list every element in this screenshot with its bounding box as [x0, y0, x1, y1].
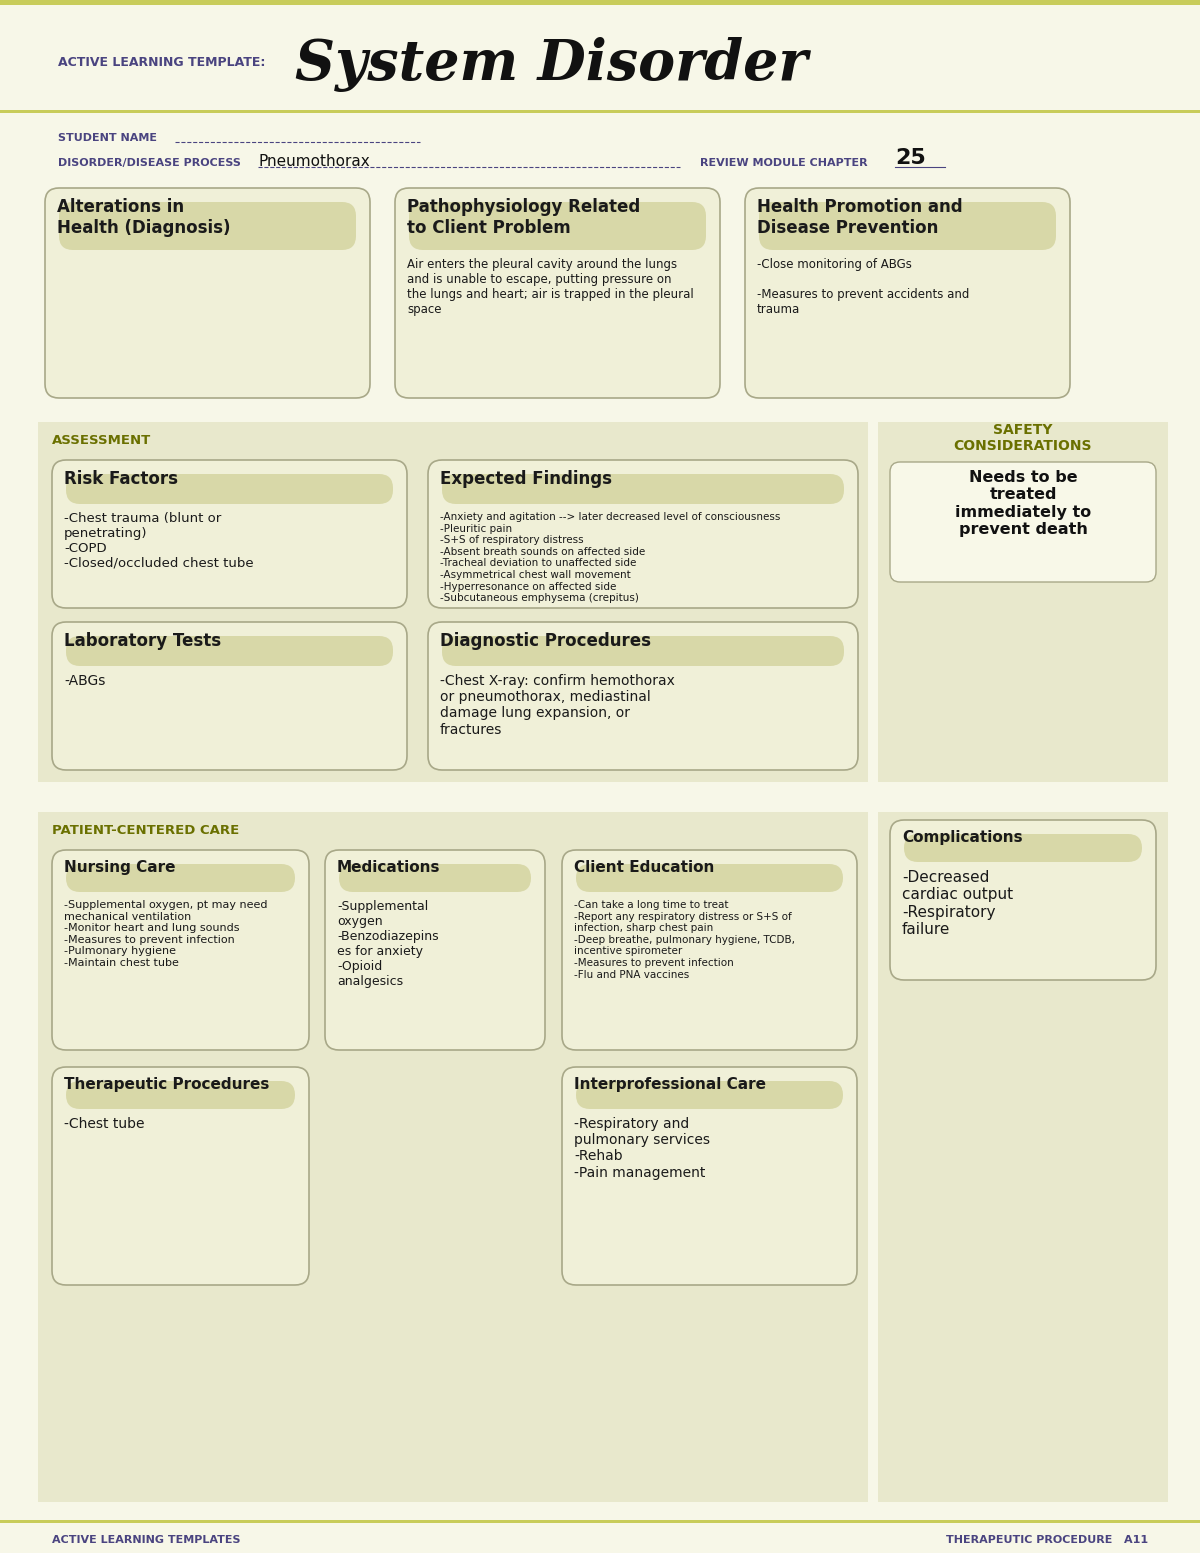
FancyBboxPatch shape — [576, 1081, 842, 1109]
FancyBboxPatch shape — [52, 849, 310, 1050]
FancyBboxPatch shape — [562, 1067, 857, 1284]
Text: Pneumothorax: Pneumothorax — [258, 154, 370, 168]
FancyBboxPatch shape — [395, 188, 720, 398]
Text: Nursing Care: Nursing Care — [64, 860, 175, 874]
Bar — [54, 637, 406, 666]
Text: System Disorder: System Disorder — [295, 37, 808, 93]
Bar — [0, 110, 1200, 113]
Text: -Close monitoring of ABGs

-Measures to prevent accidents and
trauma: -Close monitoring of ABGs -Measures to p… — [757, 258, 970, 315]
Text: Needs to be
treated
immediately to
prevent death: Needs to be treated immediately to preve… — [955, 471, 1091, 537]
Text: STUDENT NAME: STUDENT NAME — [58, 134, 157, 143]
Text: Health Promotion and
Disease Prevention: Health Promotion and Disease Prevention — [757, 197, 962, 236]
Bar — [892, 834, 1154, 862]
Bar — [878, 812, 1168, 1502]
FancyBboxPatch shape — [576, 863, 842, 891]
Bar — [54, 1081, 307, 1109]
Text: Alterations in
Health (Diagnosis): Alterations in Health (Diagnosis) — [58, 197, 230, 236]
Text: -Chest trauma (blunt or
penetrating)
-COPD
-Closed/occluded chest tube: -Chest trauma (blunt or penetrating) -CO… — [64, 512, 253, 570]
Bar — [0, 0, 1200, 5]
Bar — [326, 863, 542, 891]
Text: -Respiratory and
pulmonary services
-Rehab
-Pain management: -Respiratory and pulmonary services -Reh… — [574, 1117, 710, 1180]
Text: Air enters the pleural cavity around the lungs
and is unable to escape, putting : Air enters the pleural cavity around the… — [407, 258, 694, 315]
FancyBboxPatch shape — [409, 202, 706, 250]
Bar — [564, 863, 854, 891]
Text: -Decreased
cardiac output
-Respiratory
failure: -Decreased cardiac output -Respiratory f… — [902, 870, 1013, 936]
Text: DISORDER/DISEASE PROCESS: DISORDER/DISEASE PROCESS — [58, 158, 241, 168]
Bar — [878, 422, 1168, 783]
FancyBboxPatch shape — [340, 863, 530, 891]
FancyBboxPatch shape — [442, 637, 844, 666]
Bar — [430, 474, 856, 505]
FancyBboxPatch shape — [325, 849, 545, 1050]
FancyBboxPatch shape — [52, 623, 407, 770]
Text: -ABGs: -ABGs — [64, 674, 106, 688]
Text: Therapeutic Procedures: Therapeutic Procedures — [64, 1076, 269, 1092]
Bar — [430, 637, 856, 666]
Bar — [746, 202, 1068, 250]
FancyBboxPatch shape — [442, 474, 844, 505]
Bar — [54, 474, 406, 505]
Bar — [0, 1520, 1200, 1523]
Text: -Can take a long time to treat
-Report any respiratory distress or S+S of
infect: -Can take a long time to treat -Report a… — [574, 901, 796, 980]
FancyBboxPatch shape — [66, 863, 295, 891]
Text: REVIEW MODULE CHAPTER: REVIEW MODULE CHAPTER — [700, 158, 868, 168]
FancyBboxPatch shape — [760, 202, 1056, 250]
Text: -Anxiety and agitation --> later decreased level of consciousness
-Pleuritic pai: -Anxiety and agitation --> later decreas… — [440, 512, 780, 603]
Text: -Chest X-ray: confirm hemothorax
or pneumothorax, mediastinal
damage lung expans: -Chest X-ray: confirm hemothorax or pneu… — [440, 674, 674, 736]
Text: PATIENT-CENTERED CARE: PATIENT-CENTERED CARE — [52, 823, 239, 837]
Text: Complications: Complications — [902, 829, 1022, 845]
Bar — [47, 202, 368, 250]
Text: SAFETY
CONSIDERATIONS: SAFETY CONSIDERATIONS — [954, 422, 1092, 453]
FancyBboxPatch shape — [745, 188, 1070, 398]
FancyBboxPatch shape — [66, 474, 394, 505]
Text: ACTIVE LEARNING TEMPLATES: ACTIVE LEARNING TEMPLATES — [52, 1534, 240, 1545]
FancyBboxPatch shape — [904, 834, 1142, 862]
Text: 25: 25 — [895, 148, 925, 168]
Bar — [564, 1081, 854, 1109]
FancyBboxPatch shape — [890, 820, 1156, 980]
Text: -Supplemental oxygen, pt may need
mechanical ventilation
-Monitor heart and lung: -Supplemental oxygen, pt may need mechan… — [64, 901, 268, 968]
FancyBboxPatch shape — [66, 637, 394, 666]
FancyBboxPatch shape — [428, 623, 858, 770]
Text: Laboratory Tests: Laboratory Tests — [64, 632, 221, 651]
Text: THERAPEUTIC PROCEDURE   A11: THERAPEUTIC PROCEDURE A11 — [946, 1534, 1148, 1545]
FancyBboxPatch shape — [52, 460, 407, 609]
Text: ACTIVE LEARNING TEMPLATE:: ACTIVE LEARNING TEMPLATE: — [58, 56, 265, 68]
Bar — [54, 863, 307, 891]
Bar — [38, 422, 868, 783]
Text: Medications: Medications — [337, 860, 440, 874]
Text: ASSESSMENT: ASSESSMENT — [52, 433, 151, 447]
FancyBboxPatch shape — [59, 202, 356, 250]
Text: -Chest tube: -Chest tube — [64, 1117, 144, 1131]
Bar — [397, 202, 718, 250]
FancyBboxPatch shape — [562, 849, 857, 1050]
FancyBboxPatch shape — [890, 461, 1156, 582]
Text: Interprofessional Care: Interprofessional Care — [574, 1076, 766, 1092]
FancyBboxPatch shape — [52, 1067, 310, 1284]
FancyBboxPatch shape — [66, 1081, 295, 1109]
Text: Client Education: Client Education — [574, 860, 714, 874]
Text: Diagnostic Procedures: Diagnostic Procedures — [440, 632, 650, 651]
Text: -Supplemental
oxygen
-Benzodiazepins
es for anxiety
-Opioid
analgesics: -Supplemental oxygen -Benzodiazepins es … — [337, 901, 439, 988]
Text: Risk Factors: Risk Factors — [64, 471, 178, 488]
Text: Pathophysiology Related
to Client Problem: Pathophysiology Related to Client Proble… — [407, 197, 641, 236]
Text: Expected Findings: Expected Findings — [440, 471, 612, 488]
Bar — [38, 812, 868, 1502]
FancyBboxPatch shape — [46, 188, 370, 398]
FancyBboxPatch shape — [428, 460, 858, 609]
